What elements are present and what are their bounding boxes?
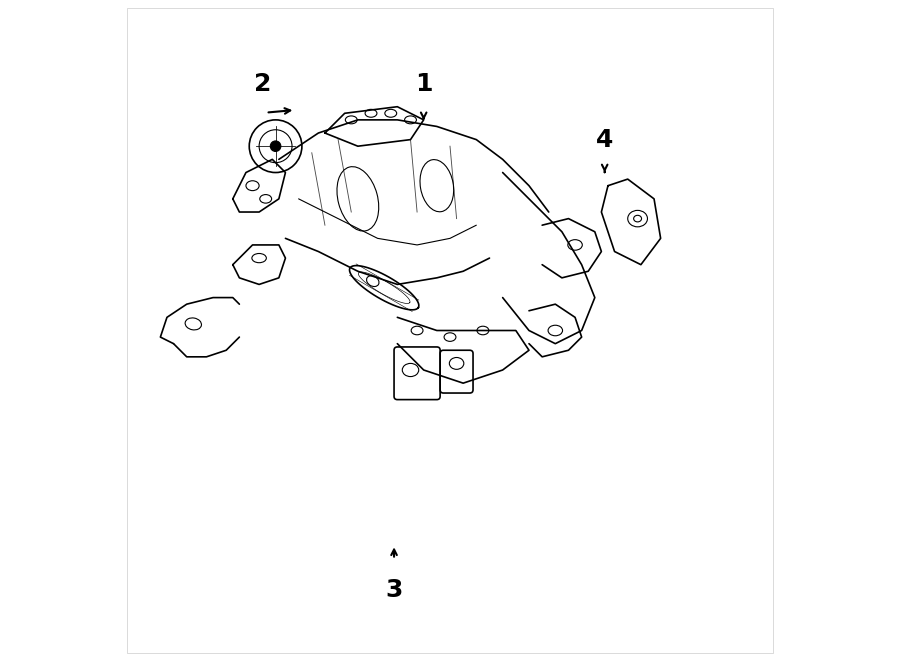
Text: 4: 4: [596, 128, 614, 151]
Text: 1: 1: [415, 71, 432, 96]
Text: 3: 3: [385, 578, 402, 602]
Circle shape: [270, 141, 281, 151]
Text: 2: 2: [254, 71, 271, 96]
